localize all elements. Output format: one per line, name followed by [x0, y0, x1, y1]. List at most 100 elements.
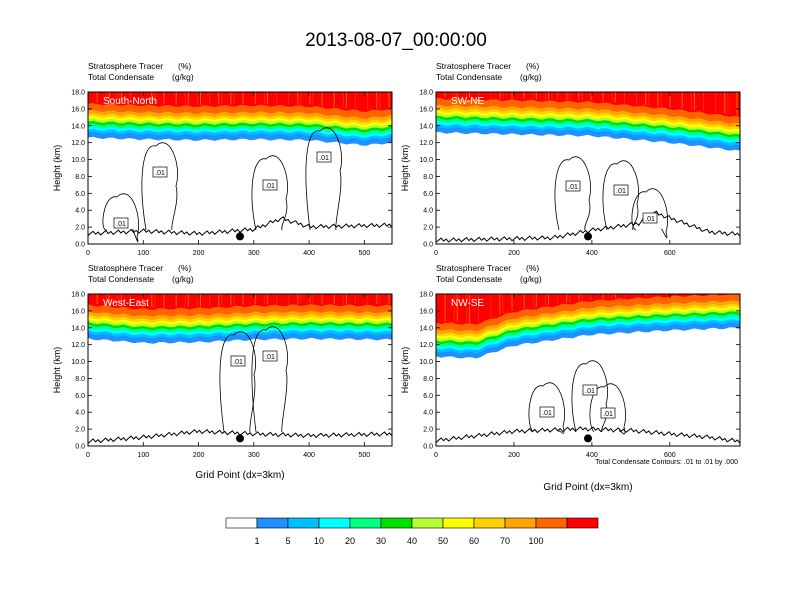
- condensate-contour: [631, 188, 668, 238]
- condensate-contour: [141, 142, 178, 231]
- y-tick-label: 12.0: [71, 140, 85, 147]
- contour-label-box: [230, 355, 246, 367]
- x-tick-label: 200: [508, 250, 520, 257]
- plot-frame: [87, 293, 393, 447]
- figure-title: 2013-08-07_00:00:00: [305, 30, 487, 51]
- plot-area: .01 .01: [88, 294, 392, 446]
- colorbar-label: 10: [314, 536, 324, 546]
- y-tick-label: 6.0: [423, 191, 433, 198]
- colorbar-label: 100: [528, 536, 543, 546]
- contour-note: Total Condensate Contours: .01 to .01 by…: [595, 459, 738, 466]
- panel-name: West-East: [103, 298, 149, 309]
- contour-label: .01: [585, 388, 595, 395]
- x-tick-label: 600: [664, 452, 676, 459]
- contour-label-box: [152, 166, 168, 178]
- y-axis-label: Height (km): [400, 145, 410, 192]
- x-tick-label: 0: [86, 250, 90, 257]
- y-tick-label: 12.0: [71, 342, 85, 349]
- contour-label-box: [539, 406, 555, 418]
- colorbar-swatch: [256, 517, 289, 529]
- x-tick-label: 600: [664, 250, 676, 257]
- x-tick-label: 500: [359, 250, 371, 257]
- contour-label-box: [565, 180, 581, 192]
- y-axis-label: Height (km): [52, 347, 62, 394]
- y-tick-label: 14.0: [419, 325, 433, 332]
- tracer-units: (%): [178, 263, 191, 273]
- condensate-label: Total Condensate: [436, 72, 502, 82]
- condensate-contour: [602, 160, 639, 231]
- panel-name: South-North: [103, 96, 157, 107]
- colorbar-label: 50: [438, 536, 448, 546]
- colorbar-swatch: [380, 517, 413, 529]
- y-axis-label: Height (km): [400, 347, 410, 394]
- y-tick-label: 2.0: [75, 225, 85, 232]
- condensate-contour: [554, 156, 591, 231]
- y-tick-label: 16.0: [419, 106, 433, 113]
- panel-name: SW-NE: [451, 96, 484, 107]
- y-tick-label: 18.0: [71, 292, 85, 299]
- y-tick-label: 14.0: [71, 325, 85, 332]
- colorbar-swatch: [504, 517, 537, 529]
- tracer-units: (%): [178, 61, 191, 71]
- contour-label-box: [262, 350, 278, 362]
- contour-label: .01: [116, 221, 126, 228]
- condensate-label: Total Condensate: [436, 274, 502, 284]
- location-marker: [236, 232, 244, 241]
- x-tick-label: 0: [86, 452, 90, 459]
- chart-panel-west-east: .01 .01 West-East Stratosphere Tracer (%) Tot…: [52, 263, 393, 481]
- y-tick-label: 12.0: [419, 342, 433, 349]
- colorbar-swatch: [349, 517, 382, 529]
- chart-panel-nw-se: .01 .01 .01 NW-SE Stratosphere Tracer (%) Tota…: [400, 263, 741, 493]
- x-tick-label: 400: [586, 250, 598, 257]
- contour-label: .01: [233, 359, 243, 366]
- contour-label-box: [113, 217, 129, 229]
- y-tick-label: 16.0: [419, 308, 433, 315]
- contour-label: .01: [616, 188, 626, 195]
- colorbar-label: 20: [345, 536, 355, 546]
- x-tick-label: 200: [508, 452, 520, 459]
- contour-label-box: [582, 384, 598, 396]
- panel-name: NW-SE: [451, 298, 484, 309]
- contour-label: .01: [568, 184, 578, 191]
- y-tick-label: 8.0: [423, 376, 433, 383]
- contour-label: .01: [645, 216, 655, 223]
- y-tick-label: 2.0: [75, 427, 85, 434]
- x-tick-label: 300: [248, 452, 260, 459]
- x-tick-label: 400: [586, 452, 598, 459]
- plot-area: .01 .01 .01: [436, 92, 740, 244]
- y-tick-label: 6.0: [75, 191, 85, 198]
- colorbar-swatch: [225, 517, 258, 529]
- y-tick-label: 0.0: [75, 242, 85, 249]
- y-tick-label: 14.0: [419, 123, 433, 130]
- contour-label: .01: [155, 170, 165, 177]
- condensate-units: (g/kg): [520, 274, 542, 284]
- contour-label: .01: [319, 155, 329, 162]
- contour-label-box: [600, 407, 616, 419]
- y-tick-label: 14.0: [71, 123, 85, 130]
- tracer-label: Stratosphere Tracer: [436, 263, 511, 273]
- condensate-label: Total Condensate: [88, 274, 154, 284]
- colorbar-swatch: [442, 517, 475, 529]
- x-tick-label: 200: [193, 250, 205, 257]
- y-tick-label: 8.0: [423, 174, 433, 181]
- contour-label: .01: [265, 354, 275, 361]
- colorbar: 1 5 10 20 30 40 50 60 70 100: [225, 517, 599, 546]
- y-tick-label: 18.0: [419, 292, 433, 299]
- chart-panel-sw-ne: .01 .01 .01 SW-NE Stratosphere Tracer (%) Tota…: [400, 61, 741, 257]
- chart-panel-south-north: .01 .01 .01 .01 South-North Stratosphere Trac…: [52, 61, 393, 257]
- y-tick-label: 0.0: [423, 444, 433, 451]
- location-marker: [584, 232, 592, 241]
- contour-label: .01: [603, 411, 613, 418]
- x-tick-label: 0: [434, 250, 438, 257]
- tracer-label: Stratosphere Tracer: [436, 61, 511, 71]
- tracer-label: Stratosphere Tracer: [88, 61, 163, 71]
- condensate-contour: [305, 127, 342, 231]
- colorbar-swatch: [411, 517, 444, 529]
- plot-frame: [435, 293, 741, 447]
- y-tick-label: 8.0: [75, 174, 85, 181]
- contour-label-box: [613, 184, 629, 196]
- y-tick-label: 18.0: [419, 90, 433, 97]
- y-tick-label: 16.0: [71, 106, 85, 113]
- x-tick-label: 500: [359, 452, 371, 459]
